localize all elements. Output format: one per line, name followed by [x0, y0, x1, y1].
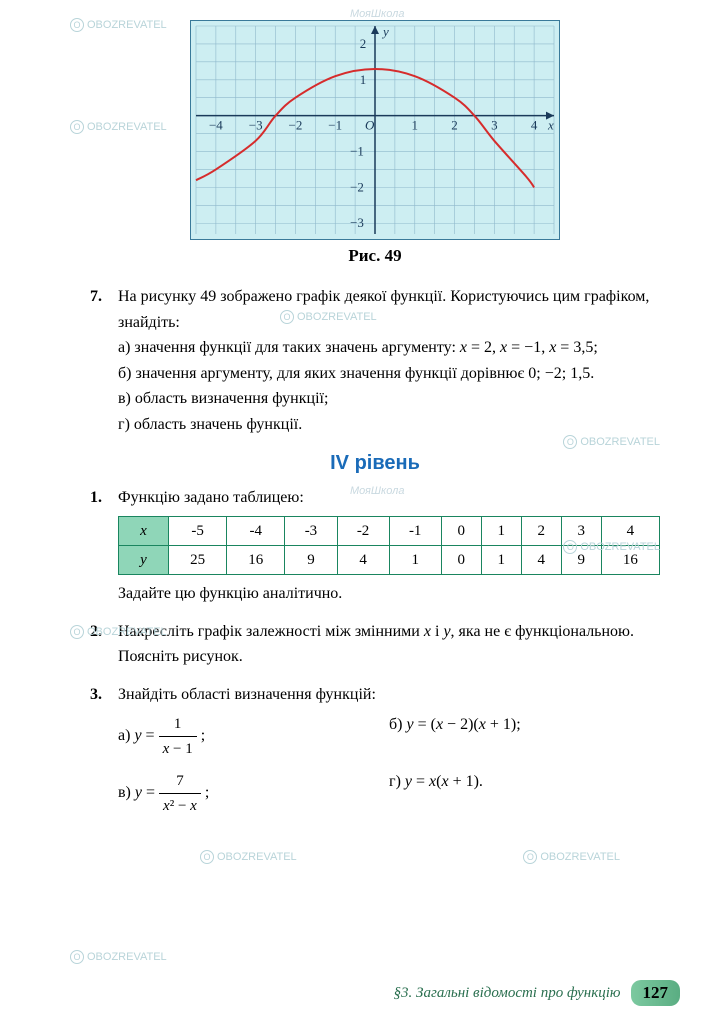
svg-text:1: 1 — [360, 72, 367, 87]
svg-text:3: 3 — [491, 118, 498, 133]
svg-text:x: x — [547, 118, 554, 133]
table-y-label: y — [119, 546, 169, 575]
svg-text:−4: −4 — [209, 118, 223, 133]
task-intro: На рисунку 49 зображено графік деякої фу… — [118, 284, 660, 335]
watermark: OOBOZREVATEL — [200, 850, 297, 864]
section-title: §3. Загальні відомості про функцію — [394, 985, 621, 1002]
table-cell: 16 — [227, 546, 285, 575]
table-cell: -2 — [337, 517, 389, 546]
table-cell: 3 — [561, 517, 601, 546]
page-number: 127 — [631, 980, 681, 1006]
function-graph: −4 −3 −2 −1 1 2 3 4 −3 −2 −1 1 2 Ox y — [190, 20, 560, 240]
svg-text:−2: −2 — [350, 179, 364, 194]
svg-text:−1: −1 — [328, 118, 342, 133]
watermark: OOBOZREVATEL — [70, 950, 167, 964]
task-number: 3. — [90, 682, 118, 822]
task-2: 2. Накресліть графік залежності між змін… — [90, 619, 660, 670]
table-cell: 4 — [337, 546, 389, 575]
svg-text:1: 1 — [412, 118, 419, 133]
option-b: б) y = (x − 2)(x + 1); — [389, 708, 660, 765]
svg-text:−2: −2 — [289, 118, 303, 133]
svg-text:−3: −3 — [249, 118, 263, 133]
task-3: 3. Знайдіть області визначення функцій: … — [90, 682, 660, 822]
table-cell: -3 — [285, 517, 337, 546]
task-sub-a: а) значення функції для таких значень ар… — [118, 335, 660, 361]
task-intro: Функцію задано таблицею: — [118, 485, 660, 511]
table-cell: -5 — [169, 517, 227, 546]
table-cell: 1 — [389, 546, 441, 575]
table-cell: 4 — [601, 517, 659, 546]
option-d: г) y = x(x + 1). — [389, 765, 660, 822]
task-outro: Задайте цю функцію аналітично. — [118, 581, 660, 607]
task-sub-d: г) область значень функції. — [118, 412, 660, 438]
figure-caption: Рис. 49 — [348, 246, 401, 266]
page-footer: §3. Загальні відомості про функцію 127 — [394, 980, 680, 1006]
table-cell: 0 — [441, 546, 481, 575]
option-c: в) y = 7x² − x ; — [118, 765, 389, 822]
task-sub-b: б) значення аргументу, для яких значення… — [118, 361, 660, 387]
task-number: 1. — [90, 485, 118, 607]
svg-text:4: 4 — [531, 118, 538, 133]
table-cell: 1 — [481, 546, 521, 575]
option-a: а) y = 1x − 1 ; — [118, 708, 389, 765]
table-cell: 16 — [601, 546, 659, 575]
task-number: 2. — [90, 619, 118, 670]
svg-text:y: y — [381, 24, 389, 39]
task-text: Накресліть графік залежності між змінним… — [118, 619, 660, 670]
svg-text:−1: −1 — [350, 144, 364, 159]
task-1: 1. Функцію задано таблицею: x-5-4-3-2-10… — [90, 485, 660, 607]
task-text: Знайдіть області визначення функцій: — [118, 682, 660, 708]
table-cell: -1 — [389, 517, 441, 546]
table-cell: 25 — [169, 546, 227, 575]
table-cell: 2 — [521, 517, 561, 546]
level-4-header: ІV рівень — [90, 452, 660, 475]
figure-49: −4 −3 −2 −1 1 2 3 4 −3 −2 −1 1 2 Ox y Рис. 49 — [90, 20, 660, 266]
table-cell: 1 — [481, 517, 521, 546]
function-table: x-5-4-3-2-101234 y2516941014916 — [118, 516, 660, 575]
svg-text:−3: −3 — [350, 215, 364, 230]
table-cell: 4 — [521, 546, 561, 575]
svg-text:2: 2 — [451, 118, 458, 133]
table-cell: -4 — [227, 517, 285, 546]
table-x-label: x — [119, 517, 169, 546]
watermark-brand: МояШкола — [350, 8, 404, 20]
table-cell: 9 — [561, 546, 601, 575]
svg-text:O: O — [365, 118, 375, 133]
watermark: OOBOZREVATEL — [523, 850, 620, 864]
table-cell: 0 — [441, 517, 481, 546]
svg-text:2: 2 — [360, 36, 367, 51]
table-cell: 9 — [285, 546, 337, 575]
task-sub-c: в) область визначення функції; — [118, 386, 660, 412]
task-7: 7. На рисунку 49 зображено графік деякої… — [90, 284, 660, 438]
task-number: 7. — [90, 284, 118, 438]
